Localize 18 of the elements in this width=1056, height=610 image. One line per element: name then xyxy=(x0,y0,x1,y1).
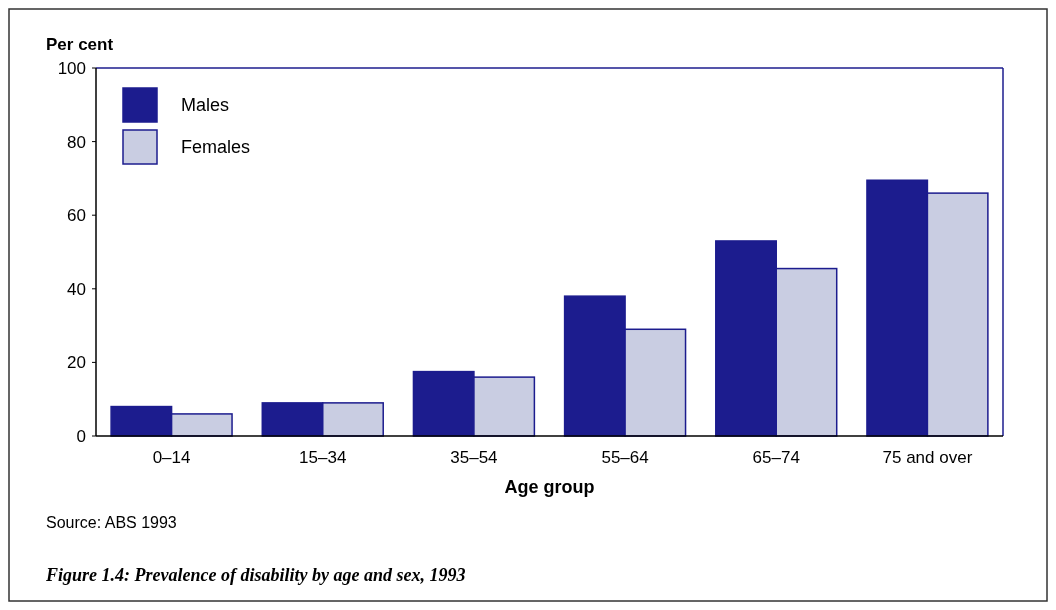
legend-label: Females xyxy=(181,137,251,158)
x-axis-title: Age group xyxy=(504,477,595,497)
legend-label: Males xyxy=(181,95,230,116)
x-tick-label: 55–64 xyxy=(601,448,649,467)
y-tick-label: 0 xyxy=(76,426,86,446)
y-axis-title: Per cent xyxy=(46,35,114,54)
y-tick-label: 40 xyxy=(67,279,86,299)
text: Figure 1.4: Prevalence of disability by age and sex, 1993 xyxy=(45,565,466,585)
y-tick-label: 60 xyxy=(67,206,86,226)
x-tick-label: 15–34 xyxy=(299,448,347,467)
x-tick-label: 75 and over xyxy=(882,448,973,467)
y-tick-label: 20 xyxy=(67,353,86,373)
y-tick-label: 80 xyxy=(67,132,86,152)
x-tick-label: 35–54 xyxy=(450,448,498,467)
x-tick-label: 0–14 xyxy=(152,448,191,467)
y-tick-label: 100 xyxy=(57,58,86,78)
source-note: Source: ABS 1993 xyxy=(46,514,177,531)
x-tick-label: 65–74 xyxy=(752,448,800,467)
